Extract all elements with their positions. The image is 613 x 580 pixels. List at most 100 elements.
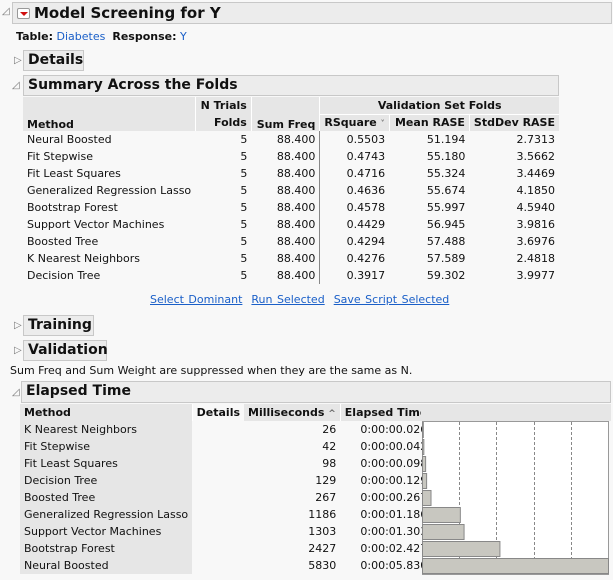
- col-group-validation: Validation Set Folds: [319, 97, 559, 114]
- training-outline[interactable]: Training: [23, 315, 94, 336]
- cell-sum-freq: 88.400: [276, 235, 316, 248]
- elapsed-table: Method Details Milliseconds ^ Elapsed Ti…: [20, 404, 432, 574]
- table-row[interactable]: Generalized Regression Lasso 1186 0:00:01.…: [20, 506, 431, 523]
- cell-milliseconds: 129: [315, 474, 337, 487]
- cell-method: Support Vector Machines: [27, 218, 165, 231]
- cell-rsquare: 0.4578: [319, 199, 390, 216]
- cell-method: Neural Boosted: [27, 133, 112, 146]
- cell-elapsed-time: 0:00:01.303: [360, 525, 428, 538]
- cell-milliseconds: 1303: [308, 525, 337, 538]
- cell-folds: 5: [240, 269, 248, 282]
- cell-method: Generalized Regression Lasso: [27, 184, 192, 197]
- run-selected-link[interactable]: Run Selected: [251, 293, 325, 306]
- elapsed-bar: [422, 439, 425, 455]
- col-elapsed: Elapsed Time: [339, 404, 432, 421]
- cell-sum-freq: 88.400: [276, 184, 316, 197]
- col-method: Method: [23, 97, 196, 131]
- cell-rsquare: 0.4294: [319, 233, 390, 250]
- cell-elapsed-time: 0:00:00.042: [360, 440, 428, 453]
- cell-rsquare: 0.4743: [319, 148, 390, 165]
- cell-milliseconds: 5830: [308, 559, 337, 572]
- table-row[interactable]: Decision Tree 5 88.400 0.3917 59.302 3.9977: [23, 267, 559, 284]
- expand-triangle-icon[interactable]: ▷: [14, 55, 22, 66]
- cell-details: [192, 540, 244, 557]
- cell-stddev-rase: 3.5662: [516, 150, 556, 163]
- cell-rsquare: 0.4429: [319, 216, 390, 233]
- cell-milliseconds: 267: [315, 491, 337, 504]
- table-row[interactable]: K Nearest Neighbors 5 88.400 0.4276 57.589 2.…: [23, 250, 559, 267]
- table-row[interactable]: K Nearest Neighbors 26 0:00:00.026: [20, 421, 431, 438]
- table-row[interactable]: Neural Boosted 5830 0:00:05.830: [20, 557, 431, 574]
- col-milliseconds[interactable]: Milliseconds ^: [244, 404, 341, 421]
- table-row[interactable]: Generalized Regression Lasso 5 88.400 0.463…: [23, 182, 559, 199]
- elapsed-bar: [422, 473, 428, 489]
- cell-method: Bootstrap Forest: [20, 540, 193, 557]
- table-row[interactable]: Boosted Tree 267 0:00:00.267: [20, 489, 431, 506]
- cell-elapsed-time: 0:00:00.026: [360, 423, 428, 436]
- cell-method: K Nearest Neighbors: [20, 421, 193, 438]
- elapsed-outline[interactable]: Elapsed Time: [21, 381, 611, 403]
- col-sumfreq: Sum Freq: [251, 97, 321, 131]
- cell-sum-freq: 88.400: [276, 218, 316, 231]
- cell-elapsed-time: 0:00:02.427: [360, 542, 428, 555]
- cell-folds: 5: [240, 218, 248, 231]
- report-title-bar: Model Screening for Y: [12, 2, 612, 24]
- cell-sum-freq: 88.400: [276, 252, 316, 265]
- summary-outline[interactable]: Summary Across the Folds: [23, 75, 559, 96]
- cell-elapsed-time: 0:00:05.830: [360, 559, 428, 572]
- save-script-selected-link[interactable]: Save Script Selected: [333, 293, 450, 306]
- cell-details: [192, 438, 244, 455]
- table-row[interactable]: Fit Least Squares 5 88.400 0.4716 55.324 3.44…: [23, 165, 559, 182]
- red-triangle-menu-icon[interactable]: [17, 8, 30, 19]
- table-link[interactable]: Diabetes: [56, 30, 106, 43]
- table-row[interactable]: Neural Boosted 5 88.400 0.5503 51.194 2.7313: [23, 131, 559, 148]
- elapsed-bar: [422, 541, 501, 557]
- summary-table: Method N Trials Sum Freq Validation Set …: [23, 97, 559, 284]
- response-link[interactable]: Y: [180, 30, 187, 43]
- sort-ascending-icon[interactable]: ^: [328, 409, 336, 419]
- select-dominant-link[interactable]: Select Dominant: [150, 293, 243, 306]
- cell-mean-rase: 59.302: [426, 269, 466, 282]
- elapsed-bar: [422, 490, 432, 506]
- sort-descending-icon[interactable]: ˅: [380, 119, 385, 129]
- cell-mean-rase: 57.488: [426, 235, 466, 248]
- elapsed-bar: [422, 524, 465, 540]
- elapsed-bar: [422, 507, 461, 523]
- cell-method: Boosted Tree: [27, 235, 99, 248]
- cell-folds: 5: [240, 167, 248, 180]
- details-outline[interactable]: Details: [23, 50, 84, 71]
- validation-outline[interactable]: Validation: [23, 340, 108, 361]
- col-rsquare[interactable]: RSquare ˅: [319, 113, 390, 131]
- cell-milliseconds: 98: [322, 457, 337, 470]
- table-row[interactable]: Bootstrap Forest 5 88.400 0.4578 55.997 4.594…: [23, 199, 559, 216]
- cell-mean-rase: 56.945: [426, 218, 466, 231]
- collapse-triangle-icon[interactable]: ◿: [12, 387, 20, 398]
- table-row[interactable]: Decision Tree 129 0:00:00.129: [20, 472, 431, 489]
- collapse-triangle-icon[interactable]: ◿: [12, 80, 20, 91]
- table-row[interactable]: Fit Stepwise 5 88.400 0.4743 55.180 3.5662: [23, 148, 559, 165]
- expand-triangle-icon[interactable]: ▷: [14, 320, 22, 331]
- col-folds: Folds: [195, 114, 252, 131]
- cell-folds: 5: [240, 201, 248, 214]
- expand-triangle-icon[interactable]: ▷: [14, 345, 22, 356]
- cell-sum-freq: 88.400: [276, 167, 316, 180]
- table-row[interactable]: Support Vector Machines 5 88.400 0.4429 56.9…: [23, 216, 559, 233]
- cell-folds: 5: [240, 252, 248, 265]
- cell-rsquare: 0.3917: [319, 267, 390, 284]
- cell-milliseconds: 26: [322, 423, 337, 436]
- cell-stddev-rase: 3.6976: [516, 235, 556, 248]
- cell-milliseconds: 42: [322, 440, 337, 453]
- table-row[interactable]: Bootstrap Forest 2427 0:00:02.427: [20, 540, 431, 557]
- cell-mean-rase: 55.180: [426, 150, 466, 163]
- table-row[interactable]: Support Vector Machines 1303 0:00:01.303: [20, 523, 431, 540]
- cell-method: Boosted Tree: [20, 489, 193, 506]
- cell-stddev-rase: 2.7313: [516, 133, 556, 146]
- table-row[interactable]: Boosted Tree 5 88.400 0.4294 57.488 3.6976: [23, 233, 559, 250]
- cell-rsquare: 0.5503: [319, 131, 390, 148]
- table-row[interactable]: Fit Least Squares 98 0:00:00.098: [20, 455, 431, 472]
- cell-folds: 5: [240, 133, 248, 146]
- cell-details: [192, 489, 244, 506]
- report-title: Model Screening for Y: [34, 4, 221, 22]
- collapse-triangle-icon[interactable]: ◿: [2, 6, 10, 17]
- table-row[interactable]: Fit Stepwise 42 0:00:00.042: [20, 438, 431, 455]
